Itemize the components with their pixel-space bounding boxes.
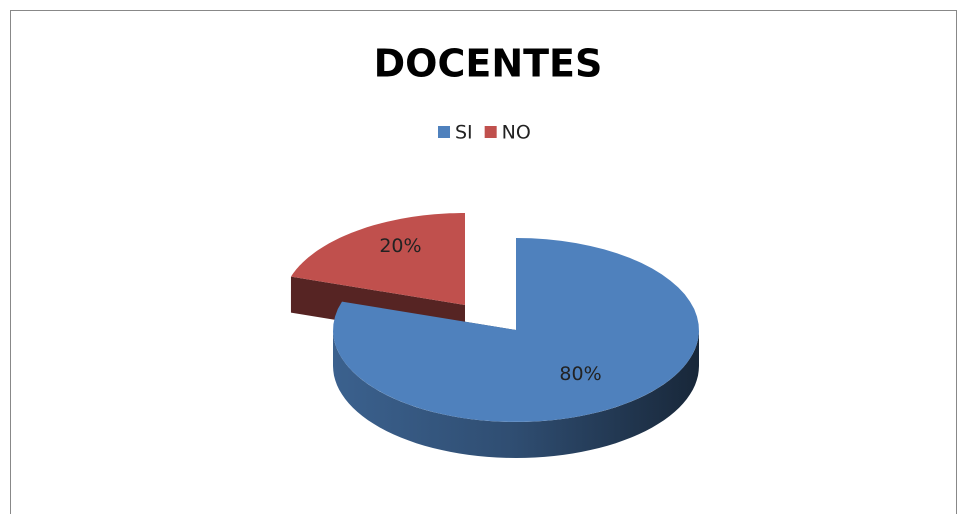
legend-label: NO (502, 122, 531, 144)
legend-swatch (484, 126, 497, 138)
legend-label: SI (455, 122, 473, 144)
slice (333, 238, 699, 422)
legend-swatch (438, 126, 450, 138)
chart-title: DOCENTES (374, 42, 603, 86)
data-label: 80% (559, 363, 601, 385)
slice-wall (333, 330, 699, 458)
slice (291, 213, 465, 305)
data-label: 20% (379, 235, 421, 257)
